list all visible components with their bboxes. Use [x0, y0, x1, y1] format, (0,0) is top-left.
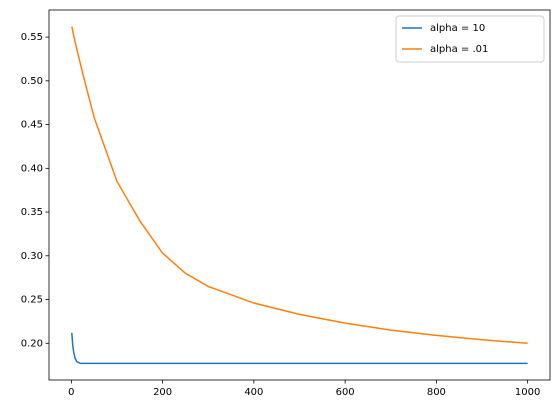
y-tick-label: 0.35: [21, 207, 43, 218]
y-tick-label: 0.40: [21, 163, 43, 174]
y-tick-label: 0.55: [21, 32, 43, 43]
y-tick-label: 0.20: [21, 338, 43, 349]
y-tick-label: 0.50: [21, 76, 43, 87]
x-tick-label: 600: [336, 387, 355, 398]
legend-label: alpha = .01: [430, 44, 488, 55]
x-tick-label: 800: [427, 387, 446, 398]
x-tick-label: 200: [153, 387, 172, 398]
y-tick-label: 0.30: [21, 251, 43, 262]
x-tick-label: 0: [68, 387, 74, 398]
line: [71, 26, 528, 345]
y-tick-label: 0.45: [21, 120, 43, 131]
y-tick-label: 0.25: [21, 295, 43, 306]
line: [71, 332, 528, 365]
x-tick-label: 400: [244, 387, 263, 398]
legend-box: [395, 15, 545, 63]
x-tick-label: 1000: [515, 387, 540, 398]
plot-frame: [48, 9, 551, 381]
legend-label: alpha = 10: [430, 23, 485, 34]
legend: alpha = 10 alpha = .01: [395, 15, 545, 63]
